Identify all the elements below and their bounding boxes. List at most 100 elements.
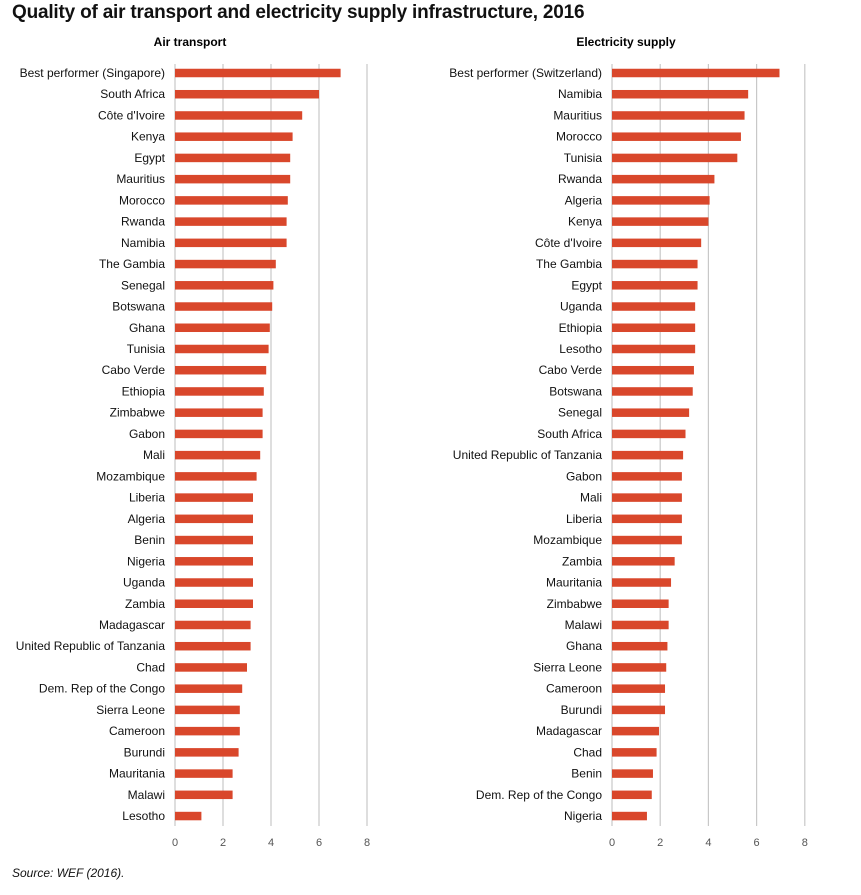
bar [612,663,667,672]
bar [175,259,276,269]
tick-label: 8 [802,837,808,849]
tick-label: 2 [220,837,226,849]
bar [175,790,233,800]
category-label: South Africa [537,427,602,441]
bar [612,174,715,184]
bar [612,641,668,651]
category-label: Rwanda [121,215,165,229]
bar [175,387,264,396]
bar [612,238,702,248]
category-label: Best performer (Singapore) [20,66,165,80]
bar [612,196,710,205]
bar [175,769,233,778]
bar [612,365,694,375]
tick-label: 6 [754,837,760,849]
bar [175,514,253,524]
tick-label: 0 [172,837,178,849]
bar [612,323,696,333]
category-label: Côte d'Ivoire [535,236,602,250]
category-label: Morocco [556,130,602,144]
category-label: Zimbabwe [547,597,603,611]
category-label: Benin [571,767,602,781]
category-label: Nigeria [127,554,165,568]
bar [175,174,291,184]
category-label: Benin [134,533,165,547]
bar [175,132,293,141]
source-note: Source: WEF (2016). [12,866,125,880]
category-label: Uganda [123,576,165,590]
category-label: Algeria [128,512,166,526]
bar [612,620,669,630]
category-label: The Gambia [99,257,165,271]
bar [612,259,698,269]
bar [175,578,253,587]
bar [175,111,303,120]
category-label: United Republic of Tanzania [453,448,603,462]
category-label: Uganda [560,300,602,314]
category-label: Sierra Leone [533,660,602,674]
category-label: Malawi [565,618,602,632]
category-label: Malawi [128,788,165,802]
bar [612,790,652,800]
bar [612,111,745,120]
bar [612,429,686,439]
category-label: Lesotho [122,809,165,823]
air-transport-panel: Air transport 0 2 4 6 8 Best performer (Singap… [16,35,370,849]
bar [612,68,780,78]
category-label: Cameroon [109,724,165,738]
category-label: Cabo Verde [102,363,166,377]
category-label: Gabon [129,427,165,441]
bar [175,726,240,736]
bar [612,132,741,141]
bar [175,684,243,693]
category-label: Ethiopia [559,321,603,335]
category-label: Senegal [121,278,165,292]
category-label: Mauritius [116,172,165,186]
category-label: Ghana [566,639,602,653]
category-label: Burundi [561,703,602,717]
bar [612,387,693,396]
bar [175,238,287,248]
bar [175,748,239,757]
bar [175,281,274,290]
category-label: Mozambique [96,469,165,483]
tick-label: 6 [316,837,322,849]
category-label: Mali [143,448,165,462]
bar [175,811,202,821]
bar [175,153,291,163]
category-label: Mauritania [109,767,165,781]
bar [175,641,251,651]
category-label: Algeria [565,193,603,207]
category-label: South Africa [100,87,165,101]
bar [612,535,682,545]
bar [612,493,682,502]
bar [175,663,247,672]
category-label: Zambia [125,597,165,611]
bar [175,620,251,630]
category-label: Nigeria [564,809,602,823]
category-label: Mozambique [533,533,602,547]
bar [612,578,672,587]
category-label: Rwanda [558,172,602,186]
bar [612,514,682,524]
bar [175,472,257,481]
bar [175,344,269,354]
category-label: Botswana [112,300,165,314]
bar [175,323,270,333]
category-label: Ethiopia [122,384,166,398]
category-label: Burundi [124,745,165,759]
category-label: Botswana [549,384,602,398]
category-label: Cabo Verde [539,363,603,377]
category-label: Kenya [568,215,602,229]
chart-title: Quality of air transport and electricity… [12,2,585,23]
category-label: Morocco [119,193,165,207]
tick-label: 4 [705,837,711,849]
bar [612,153,738,163]
bar [612,89,749,99]
bar [612,599,669,608]
bar [612,450,684,460]
bar [612,302,696,311]
bar [612,705,666,715]
category-label: Cameroon [546,682,602,696]
